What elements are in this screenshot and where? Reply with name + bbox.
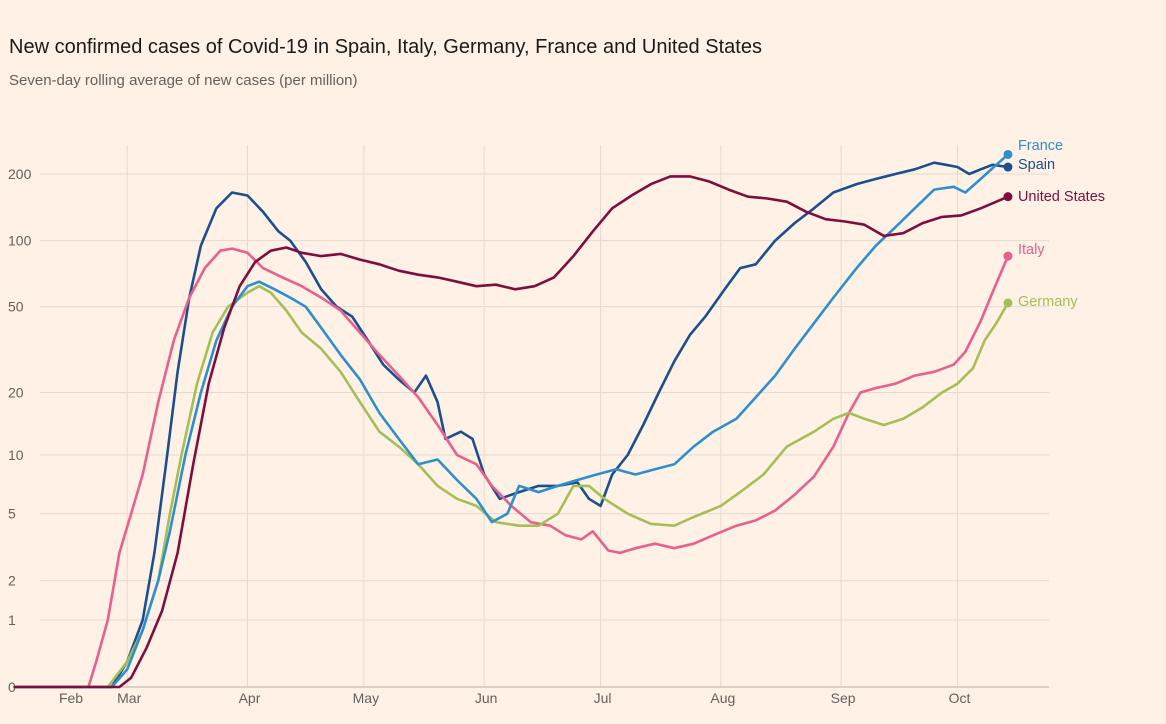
- series-end-dot-italy: [1003, 251, 1013, 261]
- series-end-dot-france: [1003, 149, 1013, 159]
- y-tick-label: 1: [8, 612, 16, 628]
- chart-title: New confirmed cases of Covid-19 in Spain…: [9, 36, 762, 58]
- series-line-united-states: [13, 175, 1010, 689]
- x-tick-label: Feb: [59, 690, 83, 706]
- x-tick-label: Aug: [710, 690, 735, 706]
- x-tick-label: Mar: [117, 690, 141, 706]
- x-tick-label: Jul: [594, 690, 612, 706]
- y-tick-label: 200: [8, 166, 32, 182]
- chart-subtitle: Seven-day rolling average of new cases (…: [9, 72, 358, 89]
- series-end-dot-spain: [1003, 162, 1013, 172]
- series-labels: Spain Italy Germany France United States: [1018, 138, 1105, 310]
- series-label-france: France: [1018, 138, 1063, 154]
- series-line-italy: [13, 247, 1010, 689]
- series-lines: [13, 149, 1013, 689]
- series-line-spain: [13, 161, 1010, 689]
- x-tick-label: May: [353, 690, 379, 706]
- series-line-germany: [13, 284, 1010, 689]
- x-tick-label: Sep: [831, 690, 856, 706]
- y-tick-label: 0: [8, 679, 16, 695]
- x-tick-label: Apr: [239, 690, 261, 706]
- series-end-dot-germany: [1003, 298, 1013, 308]
- x-tick-label: Oct: [949, 690, 971, 706]
- y-tick-label: 2: [8, 573, 16, 589]
- x-axis: Feb Mar Apr May Jun Jul Aug Sep Oct: [59, 690, 971, 706]
- series-end-dot-united-states: [1003, 192, 1013, 202]
- y-tick-label: 5: [8, 506, 16, 522]
- series-label-united-states: United States: [1018, 189, 1105, 205]
- y-tick-label: 20: [8, 384, 24, 400]
- y-tick-label: 50: [8, 299, 24, 315]
- series-label-spain: Spain: [1018, 157, 1055, 173]
- y-tick-label: 100: [8, 233, 32, 249]
- y-axis: 0 1 2 5 10 20 50 100 200: [8, 166, 32, 695]
- series-label-germany: Germany: [1018, 294, 1078, 310]
- x-tick-label: Jun: [475, 690, 498, 706]
- y-tick-label: 10: [8, 447, 24, 463]
- series-label-italy: Italy: [1018, 242, 1045, 258]
